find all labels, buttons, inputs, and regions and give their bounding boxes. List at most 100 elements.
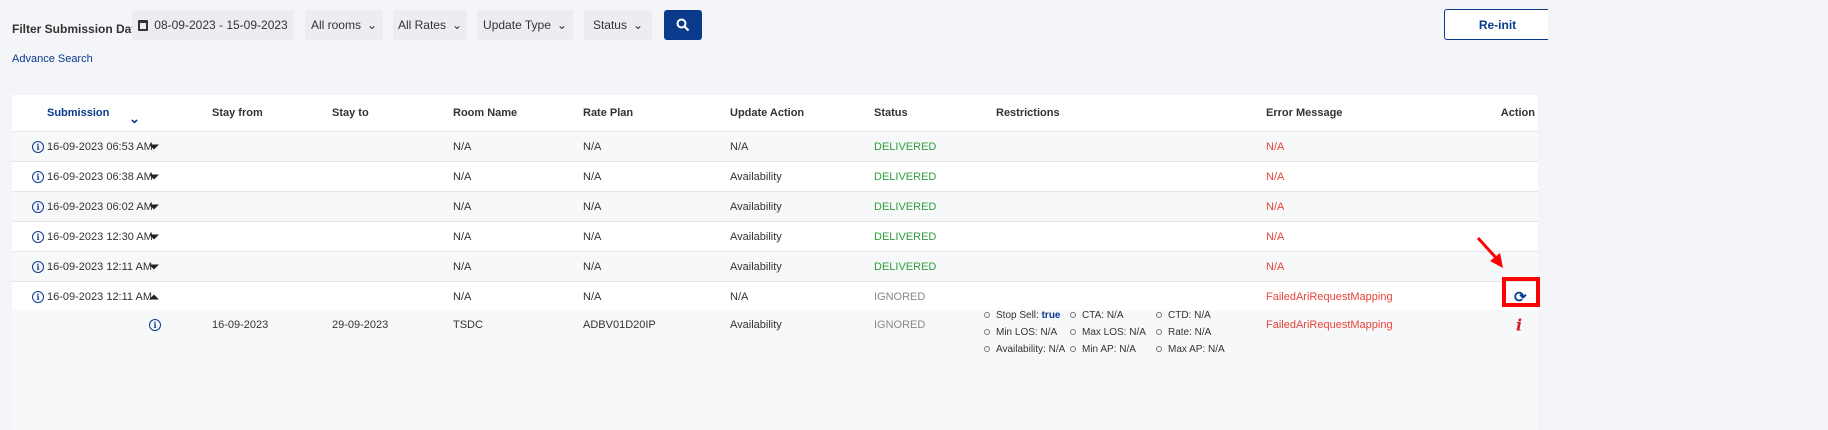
room-name-header: Room Name [453, 107, 518, 119]
status-value: DELIVERED [874, 200, 937, 213]
restriction-max-ap: Max AP: N/A [1156, 344, 1242, 355]
filter-label: Filter Submission Date [12, 22, 143, 36]
submission-date: 16-09-2023 06:38 AM [47, 170, 153, 183]
error-message: N/A [1266, 230, 1285, 243]
restriction-max-los: Max LOS: N/A [1070, 327, 1156, 338]
detail-error: FailedAriRequestMapping [1266, 319, 1393, 331]
status-dropdown[interactable]: Status ⌄ [584, 10, 652, 40]
restrictions-header: Restrictions [996, 107, 1060, 119]
info-icon[interactable]: i [32, 290, 44, 303]
stay-to-header: Stay to [332, 107, 369, 119]
update-action-header: Update Action [730, 107, 805, 119]
update-type-dropdown[interactable]: Update Type ⌄ [477, 10, 573, 40]
restriction-rate: Rate: N/A [1156, 327, 1242, 338]
expand-caret-icon[interactable] [149, 264, 159, 269]
search-button[interactable] [664, 10, 702, 40]
table-row: i 16-09-2023 06:02 AM N/A N/A Availabili… [12, 192, 1538, 222]
info-icon[interactable]: i [32, 170, 44, 183]
expand-caret-icon[interactable] [149, 204, 159, 209]
rate-plan: N/A [583, 170, 602, 183]
sort-chevron-icon[interactable]: ⌄ [129, 111, 140, 126]
update-action: Availability [730, 200, 782, 213]
error-message: N/A [1266, 170, 1285, 183]
restriction-min-los: Min LOS: N/A [984, 327, 1070, 338]
search-icon [676, 18, 690, 32]
restriction-stop-sell: Stop Sell: true [984, 310, 1070, 321]
restriction-availability: Availability: N/A [984, 344, 1070, 355]
info-icon[interactable]: i [149, 319, 161, 331]
annotation-arrow [1476, 236, 1503, 268]
expanded-detail-row: i 16-09-2023 29-09-2023 TSDC ADBV01D20IP… [12, 310, 1538, 430]
restriction-min-ap: Min AP: N/A [1070, 344, 1156, 355]
status-value: DELIVERED [874, 170, 937, 183]
error-message-header: Error Message [1266, 107, 1343, 119]
room-name: N/A [453, 230, 472, 243]
reinit-button[interactable]: Re-init [1444, 9, 1551, 40]
detail-update: Availability [730, 319, 782, 331]
error-info-icon[interactable]: i [1516, 315, 1523, 335]
table-row: i 16-09-2023 12:11 AM N/A N/A N/A IGNORE… [12, 282, 1538, 312]
status-value: DELIVERED [874, 230, 937, 243]
status-value: DELIVERED [874, 260, 937, 273]
expand-caret-icon[interactable] [149, 234, 159, 239]
detail-rate: ADBV01D20IP [583, 319, 656, 331]
rate-plan: N/A [583, 230, 602, 243]
info-icon[interactable]: i [32, 260, 44, 273]
chevron-down-icon: ⌄ [556, 18, 567, 32]
rooms-dropdown[interactable]: All rooms ⌄ [305, 10, 383, 40]
detail-room: TSDC [453, 319, 483, 331]
status-header: Status [874, 107, 908, 119]
rates-label: All Rates [397, 18, 446, 32]
update-action: Availability [730, 230, 782, 243]
page-margin [1548, 0, 1828, 417]
calendar-icon [138, 19, 149, 31]
rate-plan: N/A [583, 260, 602, 273]
rate-plan: N/A [583, 140, 602, 153]
table-row: i 16-09-2023 06:53 AM N/A N/A N/A DELIVE… [12, 132, 1538, 162]
error-message: N/A [1266, 200, 1285, 213]
expand-caret-icon[interactable] [149, 174, 159, 179]
chevron-down-icon: ⌄ [451, 18, 463, 32]
restrictions-list: Stop Sell: true CTA: N/A CTD: N/A Min LO… [984, 310, 1242, 355]
retry-icon[interactable]: ⟳ [1514, 288, 1527, 306]
collapse-caret-icon[interactable] [149, 294, 159, 299]
detail-stay-to: 29-09-2023 [332, 319, 389, 331]
update-action: N/A [730, 140, 749, 153]
rate-plan-header: Rate Plan [583, 107, 634, 119]
expand-caret-icon[interactable] [149, 144, 159, 149]
stay-from-header: Stay from [212, 107, 263, 119]
rate-plan: N/A [583, 200, 602, 213]
detail-status: IGNORED [874, 319, 926, 331]
error-message: FailedAriRequestMapping [1266, 290, 1393, 303]
table-row: i 16-09-2023 12:11 AM N/A N/A Availabili… [12, 252, 1538, 282]
rate-plan: N/A [583, 290, 602, 303]
room-name: N/A [453, 290, 472, 303]
info-icon[interactable]: i [32, 200, 44, 213]
room-name: N/A [453, 170, 472, 183]
action-header: Action [1500, 107, 1535, 119]
submission-date: 16-09-2023 06:02 AM [47, 200, 153, 213]
rooms-label: All rooms [310, 18, 361, 32]
advance-search-link[interactable]: Advance Search [12, 53, 93, 65]
annotation-highlight-box [1502, 277, 1540, 307]
submission-date: 16-09-2023 12:11 AM [47, 290, 152, 303]
room-name: N/A [453, 260, 472, 273]
info-icon[interactable]: i [32, 140, 44, 153]
submission-header[interactable]: Submission [47, 107, 110, 119]
rates-dropdown[interactable]: All Rates ⌄ [393, 10, 467, 40]
date-range-picker[interactable]: 08-09-2023 - 15-09-2023 [132, 10, 294, 40]
room-name: N/A [453, 200, 472, 213]
status-value: IGNORED [874, 290, 926, 303]
table-header: Submission ⌄ Stay from Stay to Room Name… [12, 95, 1538, 132]
table-row: i 16-09-2023 12:30 AM N/A N/A Availabili… [12, 222, 1538, 252]
submission-date: 16-09-2023 12:30 AM [47, 230, 153, 243]
status-label: Status [592, 18, 627, 32]
submissions-table: Submission ⌄ Stay from Stay to Room Name… [12, 95, 1538, 430]
detail-stay-from: 16-09-2023 [212, 319, 269, 331]
table-row: i 16-09-2023 06:38 AM N/A N/A Availabili… [12, 162, 1538, 192]
status-value: DELIVERED [874, 140, 937, 153]
restriction-cta: CTA: N/A [1070, 310, 1156, 321]
chevron-down-icon: ⌄ [366, 18, 378, 32]
info-icon[interactable]: i [32, 230, 44, 243]
date-range-value: 08-09-2023 - 15-09-2023 [154, 18, 288, 32]
